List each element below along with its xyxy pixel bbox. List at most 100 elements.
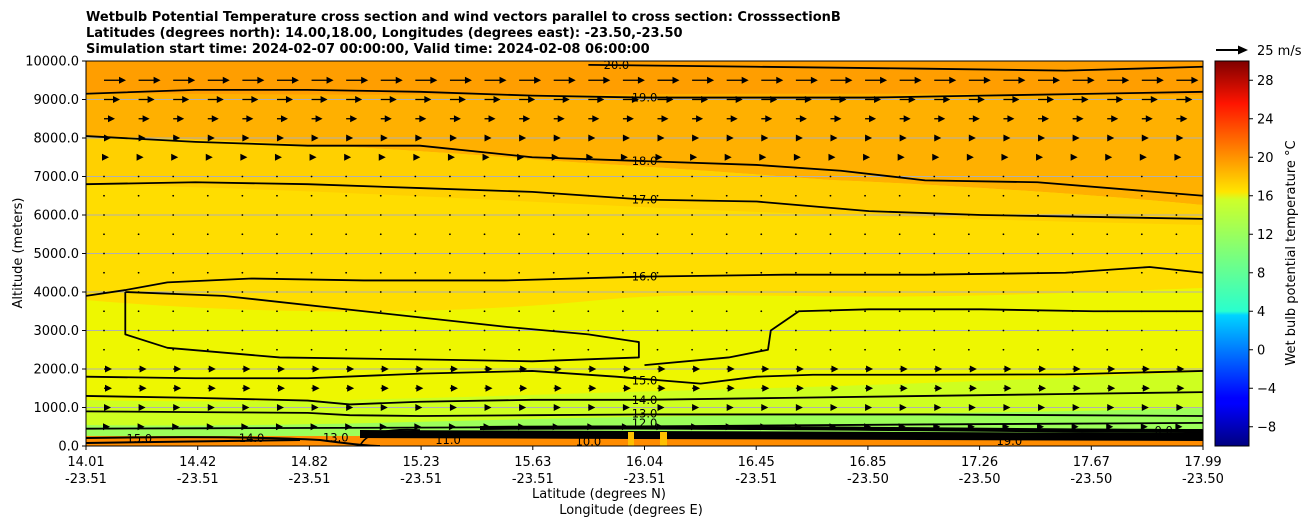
wind-vector xyxy=(829,329,832,332)
wind-vector xyxy=(1106,329,1109,332)
wind-vector xyxy=(622,115,634,123)
y-axis: 0.0 1000.0 2000.0 3000.0 4000.0 5000.0 6000.0 7… xyxy=(25,55,86,455)
wind-vector xyxy=(1001,153,1009,161)
wind-vector xyxy=(588,404,596,411)
wind-vector xyxy=(1038,134,1046,142)
wind-vector xyxy=(241,271,244,274)
wind-vector xyxy=(311,115,323,123)
wind-vector xyxy=(620,153,628,161)
wind-vector xyxy=(449,175,451,178)
wind-vector xyxy=(1038,365,1047,373)
wind-vector xyxy=(864,329,866,332)
wind-vector xyxy=(276,214,278,216)
wind-vector xyxy=(414,252,417,255)
wind-vector xyxy=(795,76,818,84)
wind-vector xyxy=(1038,76,1061,84)
wind-vector xyxy=(588,76,611,84)
wind-vector xyxy=(829,291,832,293)
wind-vector xyxy=(103,252,105,255)
wind-vector xyxy=(933,233,936,236)
wind-vector xyxy=(656,194,659,197)
wind-vector xyxy=(760,310,763,313)
wind-vector xyxy=(725,233,728,236)
wind-vector xyxy=(1003,134,1011,142)
wind-vector xyxy=(1140,233,1143,236)
x-tick-label-lon: -23.51 xyxy=(624,472,666,487)
wind-vector xyxy=(1175,271,1178,274)
wind-vector xyxy=(483,310,486,313)
wind-vector xyxy=(276,76,299,84)
wind-vector xyxy=(276,252,278,255)
wind-vector xyxy=(725,310,728,313)
wind-vector xyxy=(1141,96,1158,103)
x-tick-label-lon: -23.50 xyxy=(959,472,1001,487)
quiver-key-label: 25 m/s xyxy=(1257,44,1302,59)
wind-vector xyxy=(829,233,832,236)
wind-vector xyxy=(967,329,970,332)
colorbar: −8 −4 0 4 8 12 16 20 24 28 Wet bulb potential tem… xyxy=(1214,60,1299,447)
wind-vector xyxy=(934,115,946,123)
wind-vector xyxy=(760,252,763,255)
wind-vector xyxy=(587,233,590,236)
wind-vector xyxy=(172,252,175,255)
wind-vector xyxy=(967,233,970,236)
wind-vector xyxy=(379,252,382,255)
wind-vector xyxy=(795,134,803,142)
x-axis: 14.01 -23.51 14.42 -23.51 14.82 -23.51 15.23 -2… xyxy=(65,446,1224,487)
wind-vector xyxy=(794,310,797,313)
wind-vector xyxy=(241,252,244,255)
wind-vector xyxy=(622,175,624,178)
wind-vector xyxy=(242,365,251,373)
wind-vector xyxy=(553,134,561,142)
wind-vector xyxy=(415,96,432,103)
y-tick-label: 4000.0 xyxy=(34,286,80,301)
wind-vector xyxy=(1175,214,1178,216)
wind-vector xyxy=(657,365,666,373)
wind-vector xyxy=(449,76,472,84)
wind-vector xyxy=(898,310,901,313)
x-tick-label-lon: -23.50 xyxy=(1070,472,1112,487)
wind-vector xyxy=(103,194,105,197)
wind-vector xyxy=(380,365,389,373)
surface-gap-mark xyxy=(628,432,634,446)
wind-vector xyxy=(761,365,770,373)
wind-vector xyxy=(968,365,977,373)
wind-vector xyxy=(172,175,175,178)
wind-vector xyxy=(311,96,328,103)
x-tick-label-lon: -23.51 xyxy=(735,472,777,487)
colorbar-tick-label: 12 xyxy=(1257,228,1274,243)
wind-vector xyxy=(830,404,838,411)
wind-vector xyxy=(449,96,466,103)
wind-vector xyxy=(657,134,665,142)
wind-vector xyxy=(345,214,348,216)
wind-vector xyxy=(897,153,905,161)
wind-vector xyxy=(104,115,115,123)
x-tick-label-lat: 17.67 xyxy=(1073,455,1110,470)
wind-vector xyxy=(310,348,313,351)
wind-vector xyxy=(829,252,832,255)
wind-vector xyxy=(657,76,680,84)
wind-vector xyxy=(380,76,403,84)
x-tick-label-lon: -23.50 xyxy=(847,472,889,487)
wind-vector xyxy=(725,194,728,197)
wind-vector xyxy=(1140,271,1143,274)
wind-vector xyxy=(173,134,181,142)
wind-vector xyxy=(552,233,555,236)
contour-line xyxy=(86,135,1203,197)
wind-vector xyxy=(345,310,348,313)
wind-vector xyxy=(1106,423,1114,431)
wind-vector xyxy=(760,214,763,216)
wind-vector xyxy=(379,233,382,236)
wind-vector xyxy=(380,96,397,103)
wind-vector xyxy=(345,329,348,332)
wind-vector xyxy=(553,76,576,84)
wind-vector xyxy=(172,233,175,236)
wind-vector xyxy=(864,271,866,274)
wind-vector xyxy=(1140,194,1143,197)
wind-vector xyxy=(967,310,970,313)
wind-vector xyxy=(967,252,970,255)
wind-vector xyxy=(1107,404,1115,411)
wind-vector xyxy=(794,233,797,236)
wind-vector xyxy=(1038,404,1046,411)
